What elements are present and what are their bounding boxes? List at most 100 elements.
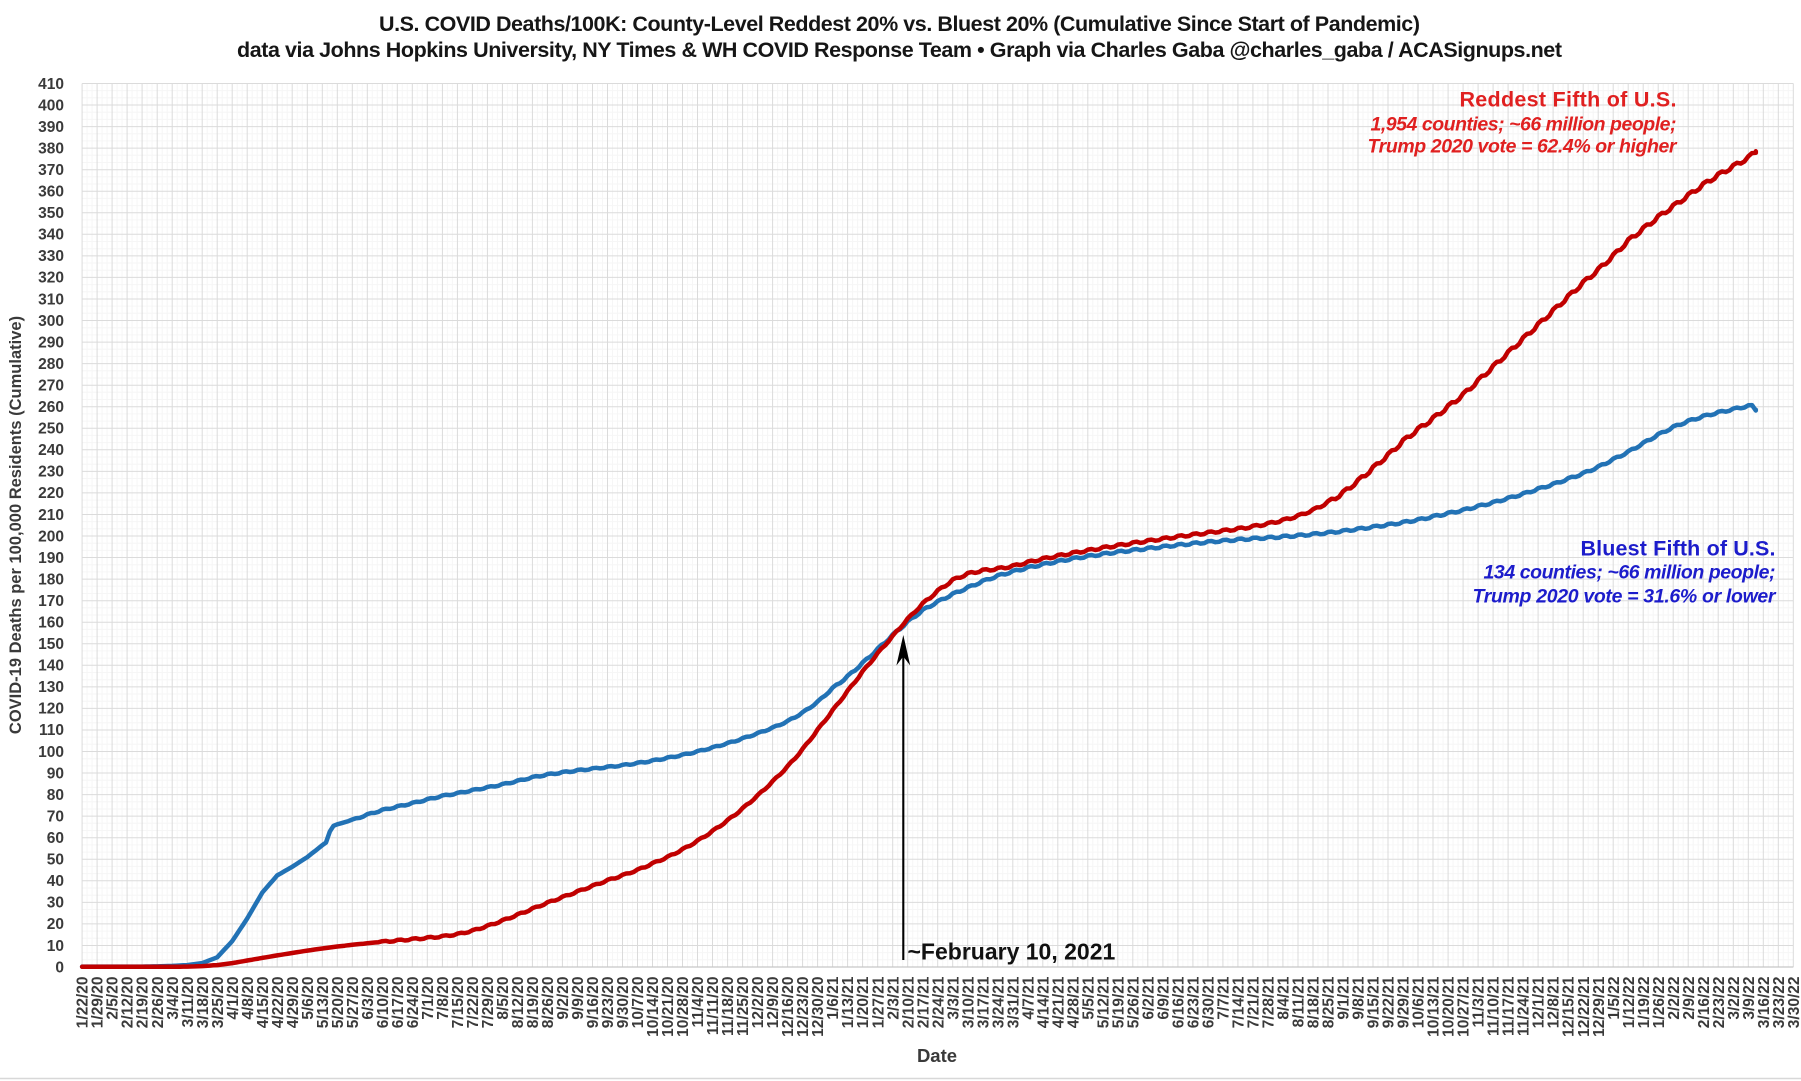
svg-text:3/17/21: 3/17/21 — [975, 976, 992, 1028]
svg-text:8/25/21: 8/25/21 — [1321, 976, 1338, 1028]
svg-text:10/7/20: 10/7/20 — [630, 977, 647, 1029]
svg-text:9/1/21: 9/1/21 — [1336, 976, 1353, 1019]
svg-text:410: 410 — [38, 76, 64, 93]
svg-text:10: 10 — [47, 938, 64, 955]
svg-text:320: 320 — [38, 270, 64, 287]
svg-text:390: 390 — [38, 119, 64, 136]
svg-text:COVID-19 Deaths per 100,000 Re: COVID-19 Deaths per 100,000 Residents (C… — [7, 316, 25, 734]
svg-text:8/5/20: 8/5/20 — [495, 977, 512, 1020]
svg-text:9/8/21: 9/8/21 — [1351, 976, 1368, 1019]
svg-text:11/3/21: 11/3/21 — [1471, 976, 1488, 1027]
svg-text:9/23/20: 9/23/20 — [600, 977, 617, 1029]
svg-text:10/21/20: 10/21/20 — [660, 977, 677, 1037]
svg-text:6/23/21: 6/23/21 — [1186, 976, 1203, 1028]
svg-text:8/18/21: 8/18/21 — [1306, 976, 1323, 1028]
svg-text:3/18/20: 3/18/20 — [195, 977, 212, 1029]
svg-text:3/11/20: 3/11/20 — [180, 977, 197, 1028]
svg-text:1/22/20: 1/22/20 — [75, 977, 92, 1029]
svg-text:6/2/21: 6/2/21 — [1140, 976, 1157, 1019]
svg-text:9/30/20: 9/30/20 — [615, 977, 632, 1029]
svg-text:90: 90 — [47, 765, 64, 782]
svg-text:5/5/21: 5/5/21 — [1080, 976, 1097, 1019]
svg-text:6/17/20: 6/17/20 — [390, 977, 407, 1029]
svg-text:Date: Date — [917, 1045, 957, 1066]
svg-text:10/6/21: 10/6/21 — [1411, 976, 1428, 1028]
svg-text:150: 150 — [38, 636, 64, 653]
svg-text:5/13/20: 5/13/20 — [315, 977, 332, 1029]
svg-text:350: 350 — [38, 205, 64, 222]
svg-text:6/24/20: 6/24/20 — [405, 977, 422, 1029]
svg-text:0: 0 — [55, 959, 64, 976]
svg-text:data via Johns Hopkins Univers: data via Johns Hopkins University, NY Ti… — [237, 38, 1562, 62]
svg-text:4/29/20: 4/29/20 — [285, 977, 302, 1029]
svg-text:2/17/21: 2/17/21 — [915, 976, 932, 1028]
svg-text:12/16/20: 12/16/20 — [780, 977, 797, 1037]
svg-text:2/24/21: 2/24/21 — [930, 976, 947, 1028]
svg-text:360: 360 — [38, 184, 64, 201]
svg-text:12/9/20: 12/9/20 — [765, 977, 782, 1029]
svg-text:40: 40 — [47, 873, 64, 890]
svg-text:10/13/21: 10/13/21 — [1426, 976, 1443, 1037]
svg-text:2/5/20: 2/5/20 — [105, 977, 122, 1020]
svg-text:4/22/20: 4/22/20 — [270, 977, 287, 1029]
svg-text:200: 200 — [38, 528, 64, 545]
svg-text:2/9/22: 2/9/22 — [1681, 977, 1698, 1020]
svg-text:7/22/20: 7/22/20 — [465, 977, 482, 1029]
svg-text:9/2/20: 9/2/20 — [555, 977, 572, 1020]
svg-text:2/12/20: 2/12/20 — [120, 977, 137, 1029]
svg-text:30: 30 — [47, 895, 64, 912]
svg-text:12/2/20: 12/2/20 — [750, 977, 767, 1029]
svg-text:190: 190 — [38, 550, 64, 567]
svg-text:9/22/21: 9/22/21 — [1381, 976, 1398, 1028]
svg-text:U.S. COVID Deaths/100K: County: U.S. COVID Deaths/100K: County-Level Red… — [379, 12, 1420, 36]
svg-text:3/31/21: 3/31/21 — [1005, 976, 1022, 1028]
svg-text:134 counties; ~66 million peop: 134 counties; ~66 million people; — [1484, 562, 1776, 584]
svg-text:130: 130 — [38, 679, 64, 696]
svg-text:2/3/21: 2/3/21 — [885, 976, 902, 1019]
svg-text:9/9/20: 9/9/20 — [570, 977, 587, 1020]
svg-text:8/12/20: 8/12/20 — [510, 977, 527, 1029]
svg-text:1/12/22: 1/12/22 — [1621, 977, 1638, 1029]
svg-text:260: 260 — [38, 399, 64, 416]
svg-text:4/21/21: 4/21/21 — [1050, 976, 1067, 1028]
svg-text:60: 60 — [47, 830, 64, 847]
svg-text:1/13/21: 1/13/21 — [840, 976, 857, 1028]
svg-text:5/26/21: 5/26/21 — [1125, 976, 1142, 1028]
svg-text:7/1/20: 7/1/20 — [420, 977, 437, 1020]
svg-text:12/8/21: 12/8/21 — [1546, 976, 1563, 1028]
svg-text:5/6/20: 5/6/20 — [300, 977, 317, 1020]
svg-text:7/15/20: 7/15/20 — [450, 977, 467, 1029]
svg-text:10/14/20: 10/14/20 — [645, 977, 662, 1037]
svg-text:8/11/21: 8/11/21 — [1291, 976, 1308, 1027]
svg-text:1/27/21: 1/27/21 — [870, 976, 887, 1028]
svg-text:9/16/20: 9/16/20 — [585, 977, 602, 1029]
svg-text:230: 230 — [38, 464, 64, 481]
svg-text:340: 340 — [38, 227, 64, 244]
svg-text:170: 170 — [38, 593, 64, 610]
svg-text:12/1/21: 12/1/21 — [1531, 976, 1548, 1028]
svg-text:6/9/21: 6/9/21 — [1156, 976, 1173, 1019]
svg-text:3/3/21: 3/3/21 — [945, 976, 962, 1019]
svg-text:300: 300 — [38, 313, 64, 330]
svg-text:4/8/20: 4/8/20 — [240, 977, 257, 1020]
svg-text:5/27/20: 5/27/20 — [345, 977, 362, 1029]
svg-text:140: 140 — [38, 658, 64, 675]
svg-text:8/19/20: 8/19/20 — [525, 977, 542, 1029]
svg-text:4/28/21: 4/28/21 — [1065, 976, 1082, 1028]
svg-text:1,954 counties; ~66 million pe: 1,954 counties; ~66 million people; — [1371, 114, 1677, 136]
svg-text:290: 290 — [38, 334, 64, 351]
svg-text:5/20/20: 5/20/20 — [330, 977, 347, 1029]
svg-text:11/11/20: 11/11/20 — [705, 977, 722, 1036]
svg-text:220: 220 — [38, 485, 64, 502]
svg-text:2/16/22: 2/16/22 — [1696, 977, 1713, 1029]
svg-text:12/30/20: 12/30/20 — [810, 977, 827, 1037]
svg-text:6/30/21: 6/30/21 — [1201, 976, 1218, 1028]
svg-text:3/10/21: 3/10/21 — [960, 976, 977, 1028]
svg-text:4/14/21: 4/14/21 — [1035, 976, 1052, 1028]
svg-text:2/10/21: 2/10/21 — [900, 976, 917, 1028]
svg-text:5/12/21: 5/12/21 — [1095, 976, 1112, 1028]
svg-text:7/29/20: 7/29/20 — [480, 977, 497, 1029]
svg-text:400: 400 — [38, 97, 64, 114]
svg-text:11/25/20: 11/25/20 — [735, 977, 752, 1036]
svg-text:Reddest Fifth of U.S.: Reddest Fifth of U.S. — [1460, 88, 1677, 112]
